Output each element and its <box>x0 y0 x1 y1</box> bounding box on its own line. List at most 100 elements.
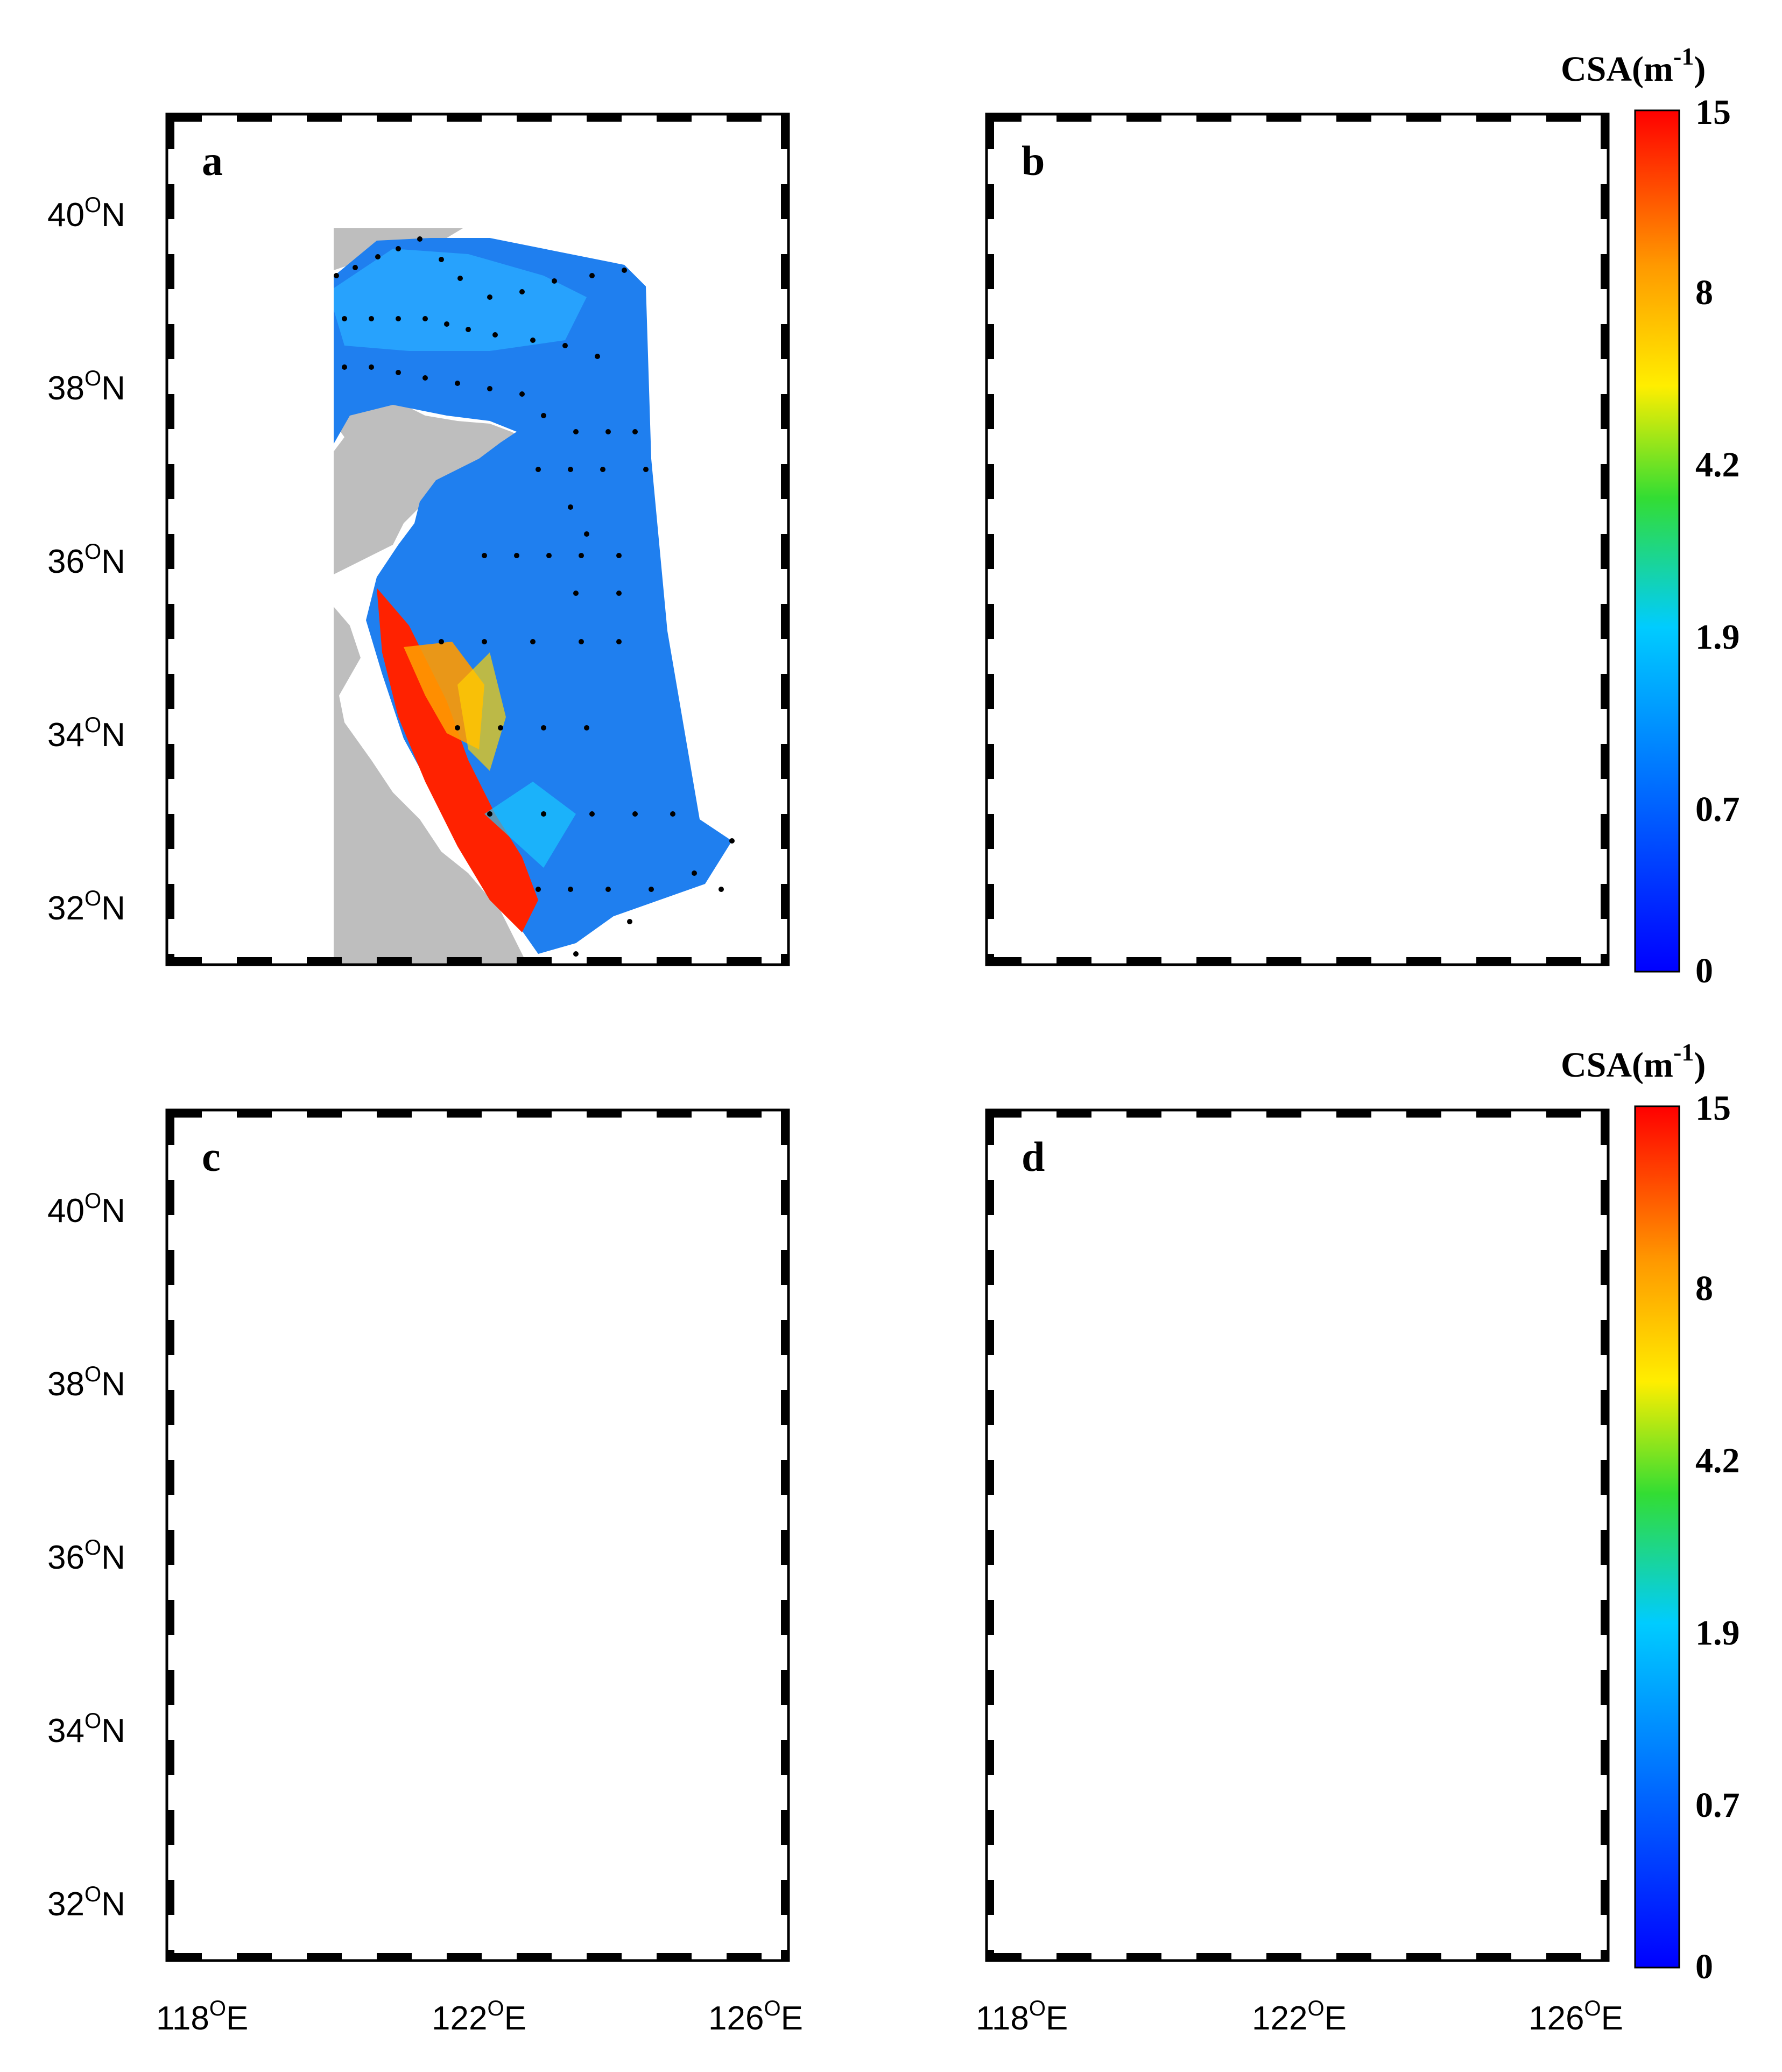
field-highlight-b-1 <box>1126 249 1309 367</box>
field-highlight-d-13 <box>1433 1616 1449 1632</box>
x-axis-labels-left: 118OE 122OE 126OE <box>156 1997 803 2037</box>
y-tick-label: 36ON <box>47 1536 125 1576</box>
land-background <box>987 1110 1608 1961</box>
field-highlight-d-12 <box>1412 1595 1471 1654</box>
y-tick-label: 38ON <box>47 367 125 407</box>
frame-c <box>165 1108 790 1962</box>
field-highlight-d-11 <box>1406 1799 1444 1858</box>
colorbar-bottom: CSA(m-1) 15 8 4.2 1.9 0.7 0 <box>1561 1038 1740 1986</box>
sea-area <box>1035 114 1608 965</box>
panel-c: c <box>165 1108 790 1962</box>
y-tick-label: 38ON <box>47 1362 125 1403</box>
y-tick-label: 36ON <box>47 540 125 580</box>
y-tick-label: 32ON <box>47 887 125 927</box>
field-highlight-c-1 <box>291 1212 447 1363</box>
field-highlight-d-1 <box>1110 1231 1288 1508</box>
y-tick-label: 40ON <box>47 1189 125 1230</box>
panel-label-a: a <box>202 137 223 184</box>
field-highlight-c-3 <box>388 1218 414 1266</box>
liaodong-bay-sea <box>377 114 447 206</box>
x-tick-label: 118OE <box>976 1997 1068 2037</box>
field-highlight-c-8 <box>382 1584 468 1648</box>
field-highlight-d-10 <box>1336 1756 1428 1885</box>
x-tick-label: 126OE <box>1529 1997 1623 2037</box>
field-highlight-a-5 <box>484 782 576 868</box>
colorbar-title: CSA(m-1) <box>1561 43 1706 89</box>
colorbar-tick-label: 1.9 <box>1695 617 1740 657</box>
y-tick-label: 34ON <box>47 713 125 754</box>
bohai-bay-sea <box>334 423 344 452</box>
field-highlight-b-3 <box>1353 486 1471 814</box>
colorbar-tick-label: 8 <box>1695 273 1713 312</box>
data-field-d <box>1110 1231 1471 1885</box>
x-axis-labels-right: 118OE 122OE 126OE <box>976 1997 1623 2037</box>
colorbar-tick-label: 1.9 <box>1695 1613 1740 1653</box>
field-highlight-d-6 <box>1320 1390 1385 1508</box>
field-highlight-c-5 <box>382 1584 705 1950</box>
liaodong-bay-sea <box>377 1110 447 1202</box>
station-dots-d <box>1125 1232 1463 1888</box>
sea-area <box>1035 1110 1608 1961</box>
colorbar-tick-label: 8 <box>1695 1269 1713 1308</box>
field-highlight-d-4 <box>1277 1255 1363 1315</box>
field-highlight-d-8 <box>1180 1557 1363 1885</box>
station-dots-b <box>1123 238 1463 892</box>
tick-stripes-b <box>987 114 1608 965</box>
y-axis-labels-top: 40ON 38ON 36ON 34ON 32ON <box>47 193 125 927</box>
liaodong-bay-sea <box>1196 114 1266 206</box>
field-highlight-c-6 <box>425 1643 544 1810</box>
tick-stripes-c <box>167 1110 788 1961</box>
colorbar-tick-label: 15 <box>1695 1088 1731 1128</box>
panel-b: b <box>985 113 1610 966</box>
colorbar-title: CSA(m-1) <box>1561 1038 1706 1085</box>
frame-d <box>985 1108 1610 1962</box>
x-tick-label: 126OE <box>708 1997 803 2037</box>
colorbar-tick-label: 15 <box>1695 93 1731 132</box>
field-highlight-d-5 <box>1229 1331 1320 1411</box>
field-highlight-d-7 <box>1342 1433 1374 1487</box>
colorbar-gradient-bar <box>1634 1105 1680 1969</box>
panel-a: a <box>165 113 790 966</box>
data-field-c <box>285 1212 705 1950</box>
x-tick-label: 118OE <box>156 1997 248 2037</box>
field-highlight-a-1 <box>334 249 587 351</box>
station-dots-a <box>334 236 735 957</box>
data-field-b <box>1105 238 1471 889</box>
colorbar-tick-label: 4.2 <box>1695 1441 1740 1480</box>
station-dots-c <box>289 1220 729 1952</box>
field-highlight-b-5 <box>1288 771 1320 830</box>
colorbar-gradient-bar <box>1634 109 1680 973</box>
field-highlight-d-3 <box>1245 1245 1309 1293</box>
colorbar-tick-label: 0.7 <box>1695 790 1740 829</box>
bohai-bay-sea <box>1040 281 1164 459</box>
field-highlight-a-4 <box>457 652 506 771</box>
liaodong-bay-sea <box>1196 1110 1266 1202</box>
bohai-bay-sea <box>221 1277 344 1455</box>
field-highlight-d-2 <box>1175 1288 1239 1358</box>
y-tick-label: 40ON <box>47 193 125 234</box>
land-background <box>987 114 1608 965</box>
field-highlight-b-4 <box>1304 792 1363 889</box>
colorbar-tick-label: 4.2 <box>1695 445 1740 484</box>
colorbar-top: CSA(m-1) 15 8 4.2 1.9 0.7 0 <box>1561 43 1740 991</box>
field-highlight-c-7 <box>452 1691 517 1788</box>
panel-label-b: b <box>1022 137 1045 184</box>
tick-stripes-d <box>987 1110 1608 1961</box>
colorbar-tick-label: 0 <box>1695 951 1713 991</box>
y-tick-label: 32ON <box>47 1883 125 1923</box>
panel-d: d <box>985 1108 1610 1962</box>
field-highlight-d-9 <box>1094 1584 1143 1605</box>
tick-stripes-a <box>167 114 788 965</box>
x-tick-label: 122OE <box>1252 1997 1347 2037</box>
x-tick-label: 122OE <box>432 1997 526 2037</box>
land-background <box>167 1110 788 1961</box>
frame-b <box>985 113 1610 966</box>
panel-label-d: d <box>1022 1133 1045 1180</box>
field-highlight-c-4 <box>312 1341 350 1455</box>
colorbar-tick-label: 0 <box>1695 1947 1713 1986</box>
bohai-bay-sea <box>1040 1277 1164 1455</box>
y-tick-label: 34ON <box>47 1709 125 1750</box>
panel-label-c: c <box>202 1133 221 1180</box>
colorbar-tick-label: 0.7 <box>1695 1786 1740 1825</box>
